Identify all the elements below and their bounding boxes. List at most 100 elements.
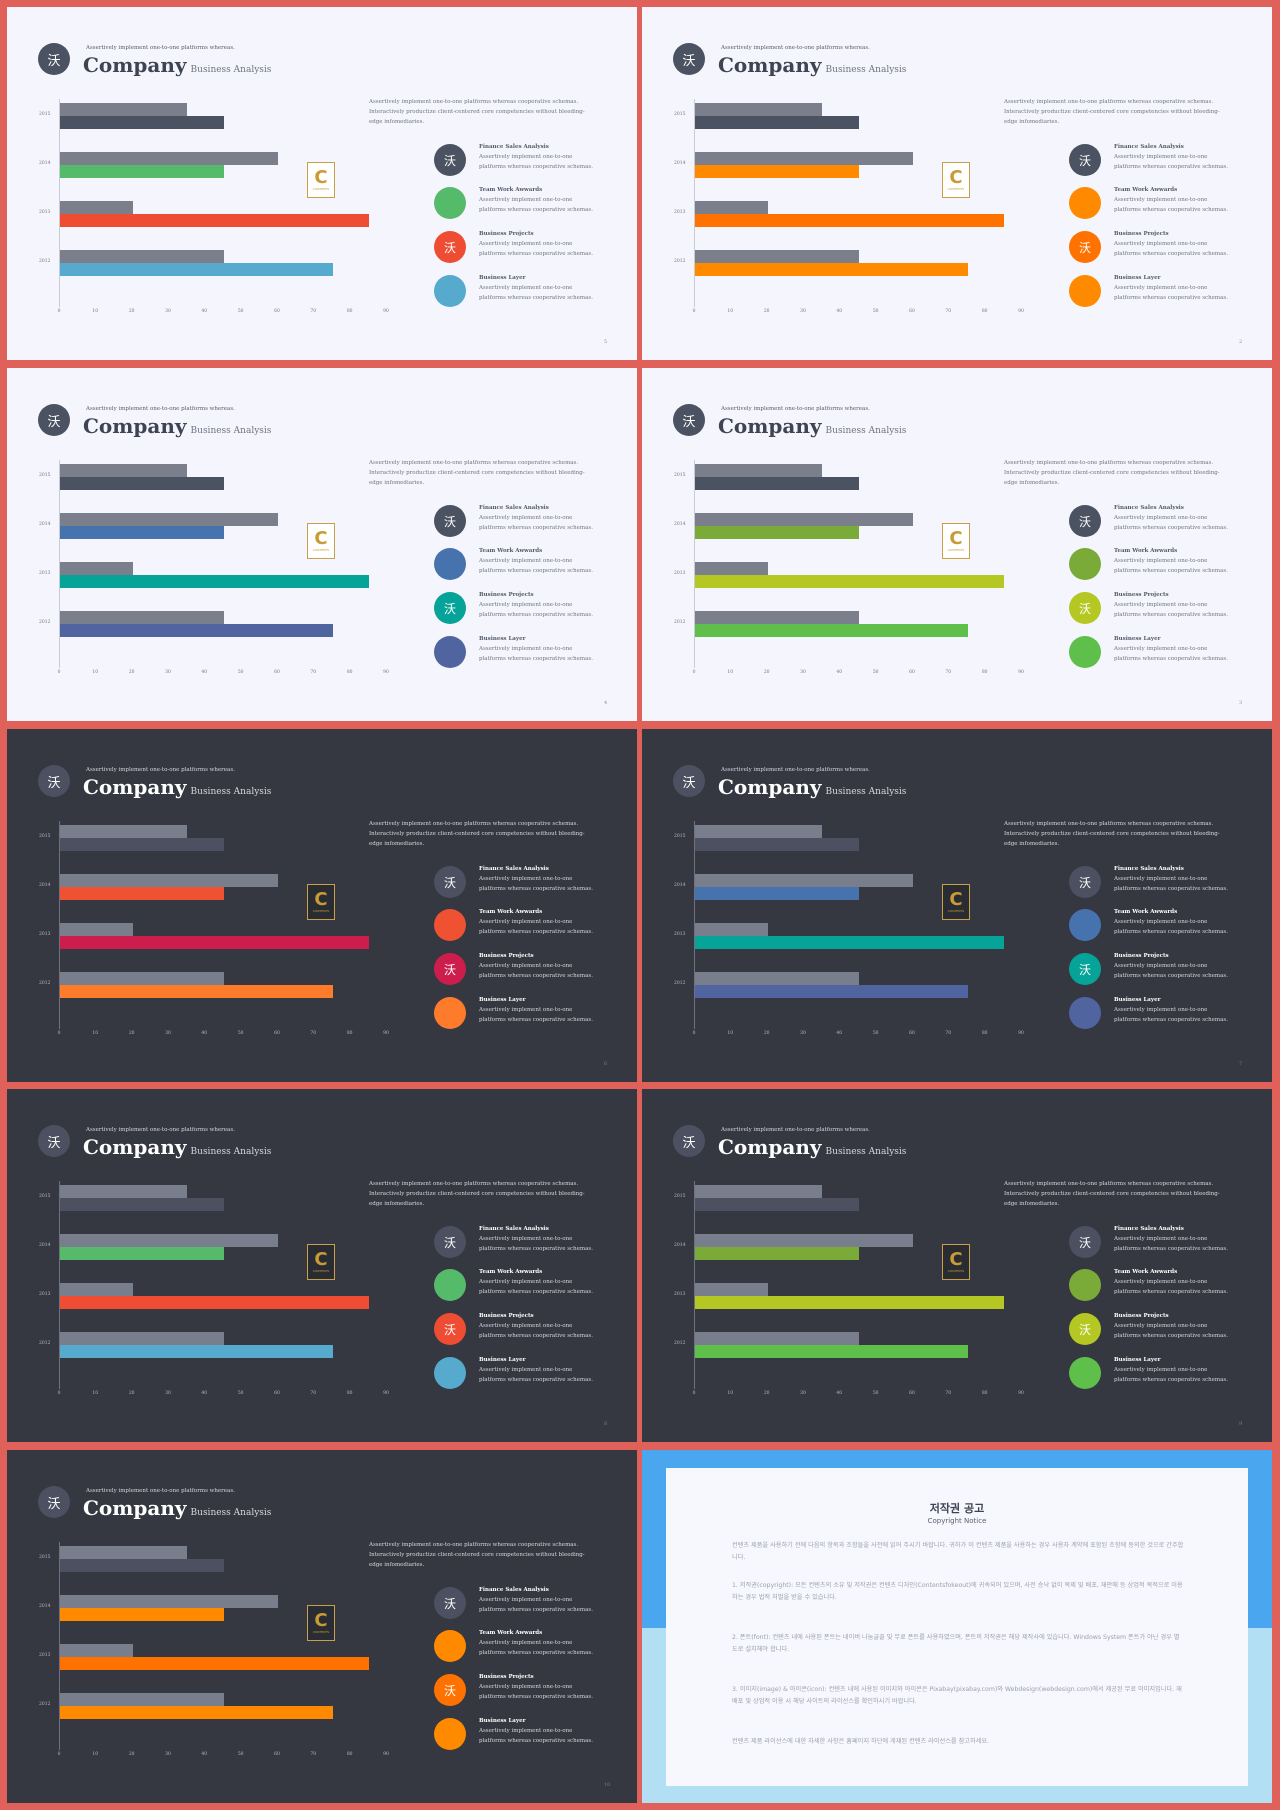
contents-logo: C CONTENTS xyxy=(942,884,970,920)
bar-chart: 2015 2014 2013 2012 0 10 20 30 40 50 60 70 80 90 xyxy=(674,460,1034,680)
legend-icon: 沃 xyxy=(1069,592,1101,624)
x-tick-label: 10 xyxy=(92,309,99,314)
copyright-paragraph: 3. 이미지(image) & 아이콘(icon): 컨텐츠 내에 사용된 이미… xyxy=(732,1686,1182,1705)
legend-icon xyxy=(1069,275,1101,307)
legend-icon: 沃 xyxy=(1069,505,1101,537)
bar-series-2 xyxy=(60,1247,224,1260)
bar-chart: 2015 2014 2013 2012 0 10 20 30 40 50 60 70 80 90 xyxy=(674,99,1034,319)
bar-series-2 xyxy=(60,477,224,490)
legend-description: Assertively implement one-to-one platfor… xyxy=(479,963,594,979)
legend-title: Business Projects xyxy=(479,1674,534,1680)
y-tick-label: 2013 xyxy=(39,1292,51,1297)
x-tick-label: 20 xyxy=(128,1031,135,1036)
bar-series-2 xyxy=(60,165,224,178)
header-subtitle: Assertively implement one-to-one platfor… xyxy=(86,1127,235,1133)
title-text: Company xyxy=(83,414,187,438)
header-subtitle: Assertively implement one-to-one platfor… xyxy=(86,406,235,412)
bar-series-2 xyxy=(60,936,369,949)
logo-text: CONTENTS xyxy=(947,1269,965,1273)
legend-description: Assertively implement one-to-one platfor… xyxy=(479,1007,594,1023)
y-tick-label: 2014 xyxy=(39,522,51,527)
x-tick-label: 80 xyxy=(346,1752,353,1757)
bar-series-1 xyxy=(60,923,133,936)
bar-series-1 xyxy=(60,1644,133,1657)
x-tick-label: 40 xyxy=(201,1752,208,1757)
page-number: 9 xyxy=(1239,1421,1243,1427)
legend-icon: 沃 xyxy=(434,231,466,263)
legend-description: Assertively implement one-to-one platfor… xyxy=(479,1236,594,1252)
legend-icon: 沃 xyxy=(434,592,466,624)
legend-description: Assertively implement one-to-one platfor… xyxy=(1114,1007,1229,1023)
bar-series-1 xyxy=(60,1283,133,1296)
x-tick-label: 50 xyxy=(237,1031,244,1036)
page-number: 7 xyxy=(1239,1061,1243,1067)
x-tick-label: 20 xyxy=(128,670,135,675)
legend-icon xyxy=(434,636,466,668)
x-tick-label: 90 xyxy=(383,670,389,675)
bar-series-2 xyxy=(60,116,224,129)
y-tick-label: 2015 xyxy=(674,112,686,117)
legend-description: Assertively implement one-to-one platfor… xyxy=(1114,558,1229,574)
page-number: 6 xyxy=(604,1061,608,1067)
legend-description: Assertively implement one-to-one platfor… xyxy=(479,1597,594,1613)
contents-logo: C CONTENTS xyxy=(942,1244,970,1280)
legend-title: Business Projects xyxy=(1114,592,1169,598)
legend-icon xyxy=(1069,548,1101,580)
header-logo-icon: 沃 xyxy=(673,765,705,797)
page-number: 2 xyxy=(1239,339,1243,345)
legend-title: Business Projects xyxy=(1114,953,1169,959)
x-tick-label: 50 xyxy=(237,309,244,314)
legend-title: Business Layer xyxy=(479,636,526,642)
legend-icon: 沃 xyxy=(434,1587,466,1619)
legend-icon xyxy=(1069,909,1101,941)
bar-series-1 xyxy=(60,250,224,263)
legend-icon: 沃 xyxy=(1069,231,1101,263)
legend-title: Business Projects xyxy=(479,592,534,598)
slide-title: Company Business Analysis xyxy=(718,1135,906,1159)
y-tick-label: 2013 xyxy=(39,571,51,576)
header-subtitle: Assertively implement one-to-one platfor… xyxy=(86,767,235,773)
x-tick-label: 0 xyxy=(57,1031,61,1036)
legend-title: Team Work Awwards xyxy=(479,548,543,554)
legend-icon xyxy=(434,997,466,1029)
legend-icon: 沃 xyxy=(1069,1226,1101,1258)
legend-title: Finance Sales Analysis xyxy=(479,866,549,872)
bar-series-1 xyxy=(695,1332,859,1345)
x-tick-label: 70 xyxy=(945,1391,952,1396)
x-tick-label: 70 xyxy=(945,1031,952,1036)
bar-series-1 xyxy=(695,1185,823,1198)
copyright-paragraph: 컨텐츠 제품을 사용하기 전에 다음의 항목과 조항들을 사전에 읽어 주시기 … xyxy=(732,1542,1184,1561)
logo-letter: C xyxy=(314,1249,328,1270)
bar-series-2 xyxy=(695,477,859,490)
x-tick-label: 50 xyxy=(237,1391,244,1396)
x-tick-label: 60 xyxy=(274,309,280,314)
title-tag: Business Analysis xyxy=(825,1147,907,1157)
bar-series-2 xyxy=(695,624,968,637)
bar-series-2 xyxy=(60,1345,333,1358)
y-tick-label: 2012 xyxy=(39,620,51,625)
legend-title: Finance Sales Analysis xyxy=(479,1587,549,1593)
y-tick-label: 2012 xyxy=(674,620,686,625)
legend-icon: 沃 xyxy=(1069,953,1101,985)
legend-title: Team Work Awwards xyxy=(479,187,543,193)
legend-description: Assertively implement one-to-one platfor… xyxy=(1114,1279,1229,1295)
y-tick-label: 2015 xyxy=(39,1194,51,1199)
legend-description: Assertively implement one-to-one platfor… xyxy=(479,876,594,892)
title-text: Company xyxy=(83,53,187,77)
bar-series-1 xyxy=(60,1332,224,1345)
bar-series-2 xyxy=(695,1198,859,1211)
legend-description: Assertively implement one-to-one platfor… xyxy=(479,1323,594,1339)
x-tick-label: 90 xyxy=(383,1031,389,1036)
x-tick-label: 60 xyxy=(274,670,280,675)
chart-slide: 沃 Assertively implement one-to-one platfo… xyxy=(642,7,1272,360)
legend-title: Business Layer xyxy=(479,1357,526,1363)
legend-title: Team Work Awwards xyxy=(479,1630,543,1636)
x-tick-label: 0 xyxy=(57,1752,61,1757)
legend-icon xyxy=(434,909,466,941)
slide-description: Assertively implement one-to-one platfor… xyxy=(1004,460,1220,486)
x-tick-label: 10 xyxy=(92,1031,99,1036)
y-tick-label: 2012 xyxy=(39,259,51,264)
x-tick-label: 20 xyxy=(763,309,770,314)
y-axis-line xyxy=(694,1181,695,1389)
x-tick-label: 50 xyxy=(872,670,879,675)
